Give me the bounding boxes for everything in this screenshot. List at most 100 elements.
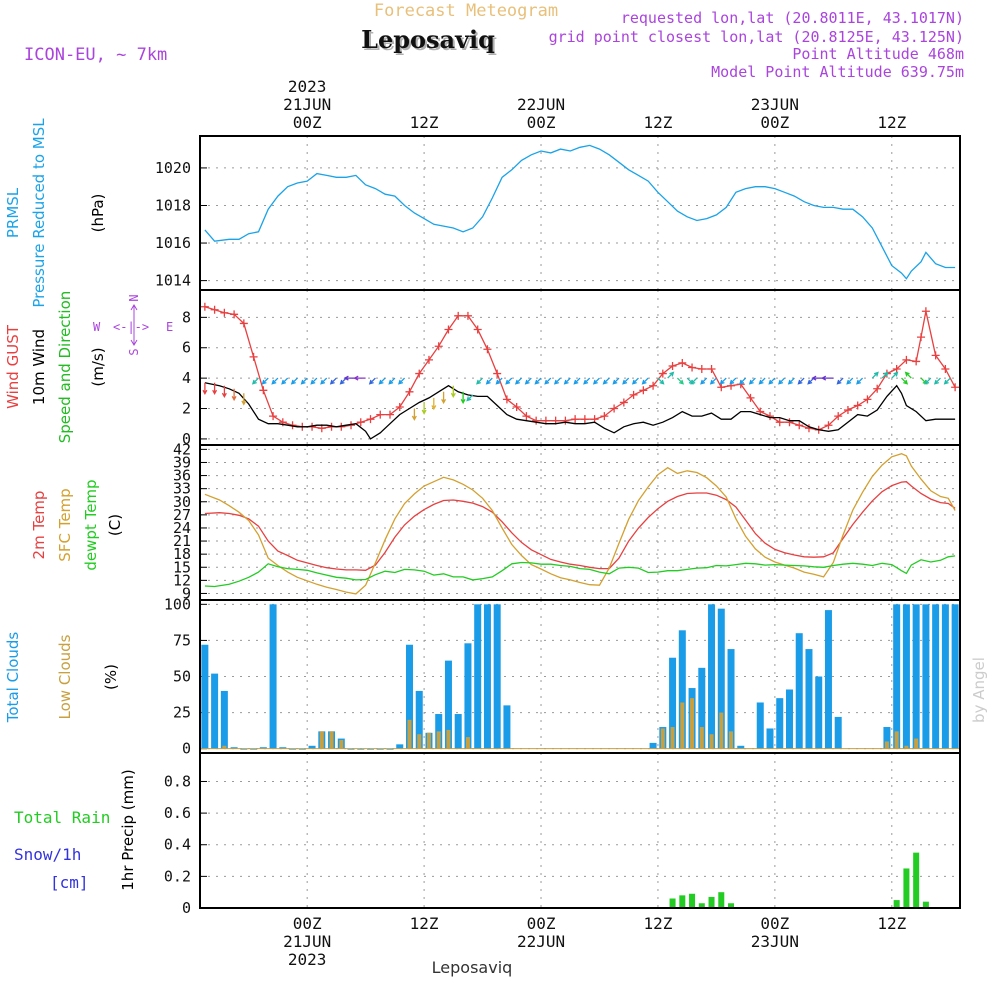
total-clouds-bar xyxy=(756,702,764,749)
wind-direction-arrow xyxy=(495,377,503,385)
wind-direction-arrow xyxy=(431,397,437,411)
low-clouds-bar xyxy=(690,698,695,749)
gust-marker xyxy=(853,401,862,410)
wind-direction-arrow xyxy=(421,402,427,415)
wind-direction-arrow xyxy=(622,377,630,385)
total-rain-bar xyxy=(708,896,715,908)
y-tick-label: 33 xyxy=(173,480,191,498)
total-clouds-bar xyxy=(766,728,774,749)
total-clouds-bar xyxy=(883,727,891,749)
gust-marker xyxy=(931,351,940,360)
total-clouds-bar xyxy=(454,714,462,749)
wind-direction-arrow xyxy=(778,377,786,385)
total-clouds-bar xyxy=(893,604,901,749)
wind-direction-arrow xyxy=(368,377,376,385)
2m-temp-line xyxy=(204,481,956,571)
total-clouds-bar xyxy=(805,649,813,749)
gust-marker xyxy=(395,403,404,412)
gust-marker xyxy=(917,333,926,342)
total-clouds-bar xyxy=(444,660,452,749)
low-clouds-bar xyxy=(670,727,675,749)
total-clouds-bar xyxy=(669,657,677,749)
gust-marker xyxy=(200,302,209,311)
low-clouds-bar xyxy=(660,728,665,749)
precip-legend-label: Total Rain xyxy=(14,808,110,827)
place-title-shadow: Leposaviq xyxy=(363,27,497,56)
gust-marker xyxy=(512,403,521,412)
requested-coords: requested lon,lat (20.8011E, 43.1017N) xyxy=(621,9,964,27)
top-tick-label: 22JUN xyxy=(517,95,565,114)
wind-direction-arrow xyxy=(583,377,591,385)
total-clouds-bar xyxy=(201,644,209,749)
precip-legend-label: Snow/1h xyxy=(14,845,81,864)
y-tick-label: 0.4 xyxy=(164,836,191,854)
wind-direction-arrow xyxy=(748,377,756,385)
wind-direction-arrow xyxy=(441,391,447,405)
wind-direction-arrow xyxy=(378,377,386,385)
total-clouds-bar xyxy=(717,608,725,749)
low-clouds-bar xyxy=(709,734,714,749)
low-clouds-bar xyxy=(699,727,704,749)
wind-direction-arrow xyxy=(544,377,552,385)
y-axis-label: Low Clouds xyxy=(56,634,74,719)
gust-marker xyxy=(600,412,609,421)
wind-direction-arrow xyxy=(667,371,675,379)
wind-direction-arrow xyxy=(329,377,337,385)
gust-marker xyxy=(522,412,531,421)
forecast-title: Forecast Meteogram xyxy=(374,1,558,21)
total-clouds-bar xyxy=(415,690,423,749)
wind-direction-arrow xyxy=(820,375,834,381)
y-tick-label: 12 xyxy=(173,571,191,589)
wind-direction-arrow xyxy=(534,377,542,385)
wind-direction-arrow xyxy=(505,377,513,385)
top-tick-label: 12Z xyxy=(643,113,672,132)
bottom-tick-label: 2023 xyxy=(288,950,327,969)
low-clouds-bar xyxy=(407,719,412,749)
wind-direction-arrow xyxy=(836,377,844,385)
y-tick-label: 27 xyxy=(173,506,191,524)
top-tick-label: 12Z xyxy=(877,113,906,132)
compass-ns-arrow xyxy=(130,304,138,346)
gust-marker xyxy=(415,369,424,378)
total-clouds-bar xyxy=(211,673,219,749)
panel-frame xyxy=(199,444,961,601)
total-clouds-bar xyxy=(776,698,784,749)
top-tick-label: 00Z xyxy=(293,113,322,132)
total-clouds-bar xyxy=(269,604,277,749)
y-tick-label: 0 xyxy=(182,430,191,448)
y-axis-label: 10m Wind xyxy=(30,329,48,405)
wind-direction-arrow xyxy=(729,377,737,385)
y-tick-label: 42 xyxy=(173,440,191,458)
gust-marker xyxy=(493,369,502,378)
gust-marker xyxy=(239,319,248,328)
y-tick-label: 2 xyxy=(182,400,191,418)
wind-direction-arrow xyxy=(856,377,864,385)
top-tick-label: 00Z xyxy=(527,113,556,132)
total-rain-bar xyxy=(718,892,725,908)
panel-frame xyxy=(199,289,961,446)
wind-direction-arrow xyxy=(657,377,665,385)
total-clouds-bar xyxy=(678,630,686,749)
gust-marker xyxy=(824,421,833,430)
gust-marker xyxy=(356,418,365,427)
top-tick-label: 12Z xyxy=(410,113,439,132)
wind-direction-arrow xyxy=(641,377,649,385)
gust-marker xyxy=(376,410,385,419)
y-tick-label: 21 xyxy=(173,532,191,550)
y-tick-label: 39 xyxy=(173,453,191,471)
total-clouds-bar xyxy=(932,604,940,749)
panel-4: 0 25 50 75 100 Total Clouds Low Clouds (%) xyxy=(4,595,961,758)
y-tick-label: 6 xyxy=(182,339,191,357)
gust-marker xyxy=(717,383,726,392)
wind-direction-arrow xyxy=(485,377,493,385)
total-clouds-bar xyxy=(396,744,404,749)
gust-marker xyxy=(892,365,901,374)
footer-place: Leposaviq xyxy=(432,958,513,977)
wind-direction-arrow xyxy=(460,391,466,405)
y-axis-label: Speed and Direction xyxy=(56,291,74,444)
total-clouds-bar xyxy=(698,667,706,749)
compass-west: W xyxy=(93,320,101,334)
precip-legend-label: [cm] xyxy=(50,873,89,892)
total-clouds-bar xyxy=(912,604,920,749)
wind-direction-arrow xyxy=(563,377,571,385)
